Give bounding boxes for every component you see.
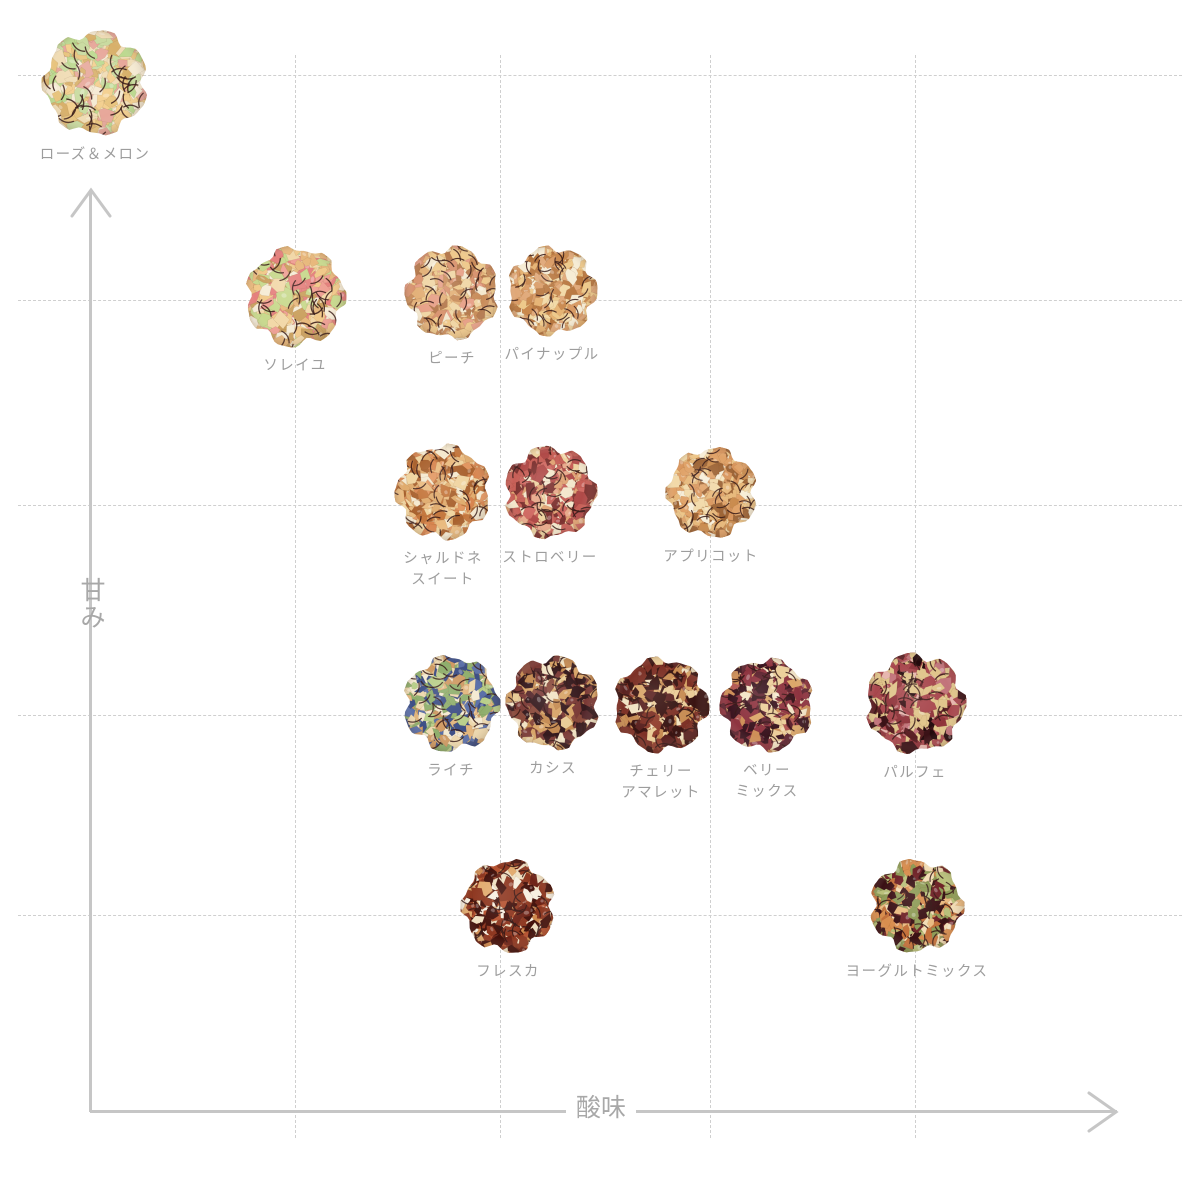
blend-item[interactable]: パルフェ [825, 650, 1005, 784]
blend-item[interactable]: ソレイユ [205, 243, 385, 377]
y-axis-title: 甘み [80, 577, 106, 632]
blend-label: ベリー ミックス [735, 763, 799, 800]
blend-label: カシス [529, 761, 577, 777]
blend-label: パルフェ [883, 764, 947, 781]
blend-label: パイナップル [504, 347, 600, 363]
blend-photo [505, 244, 599, 338]
blend-photo [459, 857, 557, 955]
blend-photo [862, 650, 968, 756]
blend-item[interactable]: カシス [463, 654, 643, 780]
blend-label: ソレイユ [263, 357, 327, 374]
blend-photo [718, 656, 816, 754]
x-axis-title: 酸味 [566, 1094, 637, 1123]
blend-photo [611, 655, 711, 755]
blend-label: ローズ＆メロン [39, 147, 151, 163]
blend-label: フレスカ [476, 964, 540, 980]
gridline-horizontal-2 [18, 505, 1182, 506]
blend-label: ピーチ [428, 351, 476, 367]
blend-photo [242, 243, 348, 349]
blend-item[interactable]: ストロベリー [460, 443, 640, 569]
gridline-horizontal-0 [18, 75, 1182, 76]
blend-label: ストロベリー [502, 549, 598, 566]
blend-photo [40, 28, 150, 138]
blend-label: チェリー アマレット [621, 764, 701, 801]
blend-photo [393, 442, 493, 542]
gridline-vertical-3 [915, 55, 916, 1138]
blend-label: ヨーグルトミックス [845, 964, 989, 980]
blend-item[interactable]: パイナップル [462, 244, 642, 366]
y-axis-line [89, 190, 92, 1112]
blend-item[interactable]: ベリー ミックス [677, 656, 857, 802]
blend-item[interactable]: ローズ＆メロン [5, 28, 185, 166]
gridline-vertical-2 [710, 55, 711, 1138]
gridline-vertical-1 [500, 55, 501, 1138]
blend-label: ライチ [427, 762, 475, 779]
blend-item[interactable]: ライチ [361, 652, 541, 782]
gridline-vertical-0 [295, 55, 296, 1138]
blend-item[interactable]: フレスカ [418, 857, 598, 983]
blend-photo [400, 652, 502, 754]
blend-item[interactable]: チェリー アマレット [571, 655, 751, 803]
gridline-horizontal-4 [18, 915, 1182, 916]
blend-item[interactable]: シャルドネ スイート [353, 442, 533, 590]
blend-photo [501, 443, 599, 541]
blend-photo [403, 244, 501, 342]
blend-label: アプリコット [663, 548, 759, 565]
blend-label: シャルドネ スイート [403, 551, 483, 588]
blend-item[interactable]: アプリコット [621, 444, 801, 568]
blend-photo [868, 857, 966, 955]
arrow-up-icon [69, 186, 113, 220]
blend-item[interactable]: ピーチ [362, 244, 542, 370]
gridline-horizontal-1 [18, 300, 1182, 301]
blend-item[interactable]: ヨーグルトミックス [827, 857, 1007, 983]
blend-photo [663, 444, 759, 540]
blend-photo [504, 654, 602, 752]
arrow-right-icon [1085, 1090, 1121, 1134]
